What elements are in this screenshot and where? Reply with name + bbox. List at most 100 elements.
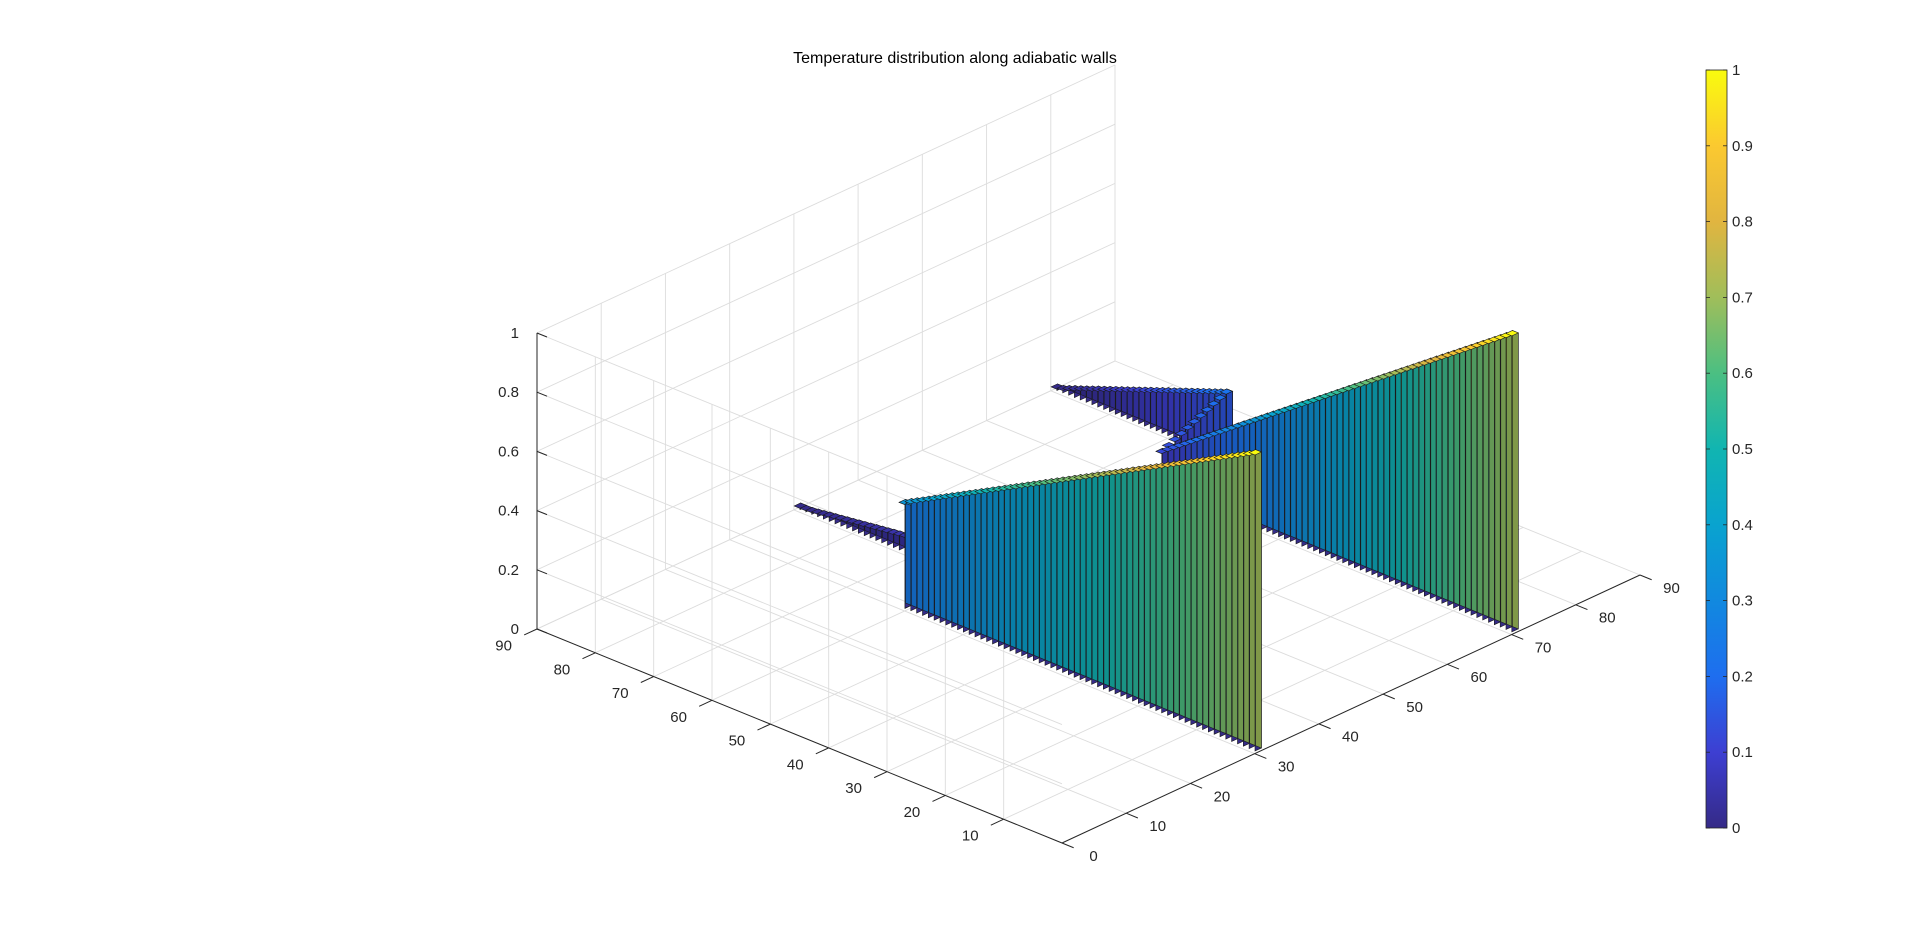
z-tick-label: 0.2 bbox=[498, 562, 519, 579]
bar bbox=[950, 491, 965, 631]
bar bbox=[1289, 402, 1304, 545]
y-tick bbox=[640, 676, 654, 683]
x-tick-label: 60 bbox=[1470, 669, 1487, 686]
y-tick-label: 50 bbox=[729, 733, 746, 750]
bar-walls bbox=[793, 330, 1520, 752]
bar-top-face bbox=[1213, 394, 1227, 401]
bar-side-face bbox=[1179, 459, 1186, 718]
bar bbox=[991, 485, 1006, 647]
bar bbox=[1149, 463, 1163, 712]
bar bbox=[1306, 396, 1321, 552]
y-tick-label: 80 bbox=[554, 661, 571, 678]
y-tick-label: 90 bbox=[495, 637, 512, 654]
bar-top-face bbox=[1187, 418, 1202, 425]
bar-side-face bbox=[1021, 482, 1029, 654]
x-tick bbox=[1447, 663, 1460, 670]
bar-side-face bbox=[1004, 484, 1011, 647]
bar bbox=[1143, 464, 1158, 709]
colorbar-tick-label: 0 bbox=[1732, 820, 1740, 837]
bar-side-face bbox=[1109, 469, 1116, 690]
z-tick-label: 0.6 bbox=[498, 443, 519, 460]
x-tick-label: 30 bbox=[1278, 759, 1295, 776]
z-tick bbox=[536, 510, 548, 516]
bar-side-face bbox=[916, 497, 924, 611]
bar-side-face bbox=[1126, 467, 1134, 697]
bar bbox=[980, 487, 994, 643]
y-tick bbox=[582, 652, 596, 660]
bar bbox=[1085, 472, 1099, 685]
bar bbox=[1067, 474, 1082, 678]
bar-side-face bbox=[1161, 462, 1169, 711]
bar bbox=[1061, 475, 1076, 676]
bar bbox=[1388, 369, 1403, 585]
bar bbox=[1143, 386, 1158, 429]
z-tick-label: 1 bbox=[511, 325, 519, 342]
bar-side-face bbox=[969, 489, 976, 632]
y-tick-label: 10 bbox=[962, 828, 979, 845]
colorbar-tick-label: 0.3 bbox=[1732, 593, 1753, 610]
bar-side-face bbox=[1144, 464, 1151, 704]
bar bbox=[1020, 481, 1035, 659]
bar bbox=[1172, 459, 1187, 721]
bar bbox=[1032, 479, 1047, 664]
y-tick bbox=[698, 699, 713, 707]
colorbar-ticks: 0 0.1 0.2 0.3 0.4 0.5 0.6 0.7 0.8 0.9 1 bbox=[1706, 62, 1753, 837]
bar-side-face bbox=[1074, 474, 1081, 675]
chart-title: Temperature distribution along adiabatic… bbox=[793, 50, 1117, 67]
bar-side-face bbox=[1039, 479, 1046, 661]
colorbar-tick-label: 0.7 bbox=[1732, 289, 1753, 306]
colorbar-tick-label: 1 bbox=[1732, 62, 1740, 79]
y-tick bbox=[873, 771, 888, 779]
x-tick bbox=[1318, 723, 1331, 730]
bar bbox=[1324, 390, 1339, 559]
bar bbox=[939, 493, 953, 626]
bar-side-face bbox=[986, 487, 994, 640]
bar bbox=[921, 495, 936, 619]
bar bbox=[927, 494, 942, 621]
bar bbox=[1125, 466, 1140, 702]
bar bbox=[1219, 453, 1233, 740]
x-tick bbox=[1126, 812, 1139, 819]
bar-side-face bbox=[1196, 457, 1204, 725]
colorbar: 0 0.1 0.2 0.3 0.4 0.5 0.6 0.7 0.8 0.9 1 bbox=[1705, 62, 1753, 837]
bar-side-face bbox=[951, 492, 959, 625]
z-tick bbox=[536, 450, 548, 456]
z-tick bbox=[536, 332, 548, 338]
x-tick-label: 0 bbox=[1089, 848, 1097, 865]
colorbar-tick-label: 0.2 bbox=[1732, 668, 1753, 685]
bar bbox=[1155, 462, 1169, 714]
z-tick bbox=[536, 391, 548, 397]
y-tick-label: 30 bbox=[845, 780, 862, 797]
bar bbox=[1044, 478, 1058, 669]
x-tick bbox=[1575, 604, 1588, 610]
bar bbox=[1195, 456, 1210, 731]
y-tick-label: 70 bbox=[612, 685, 629, 702]
bar-side-face bbox=[1255, 449, 1262, 749]
bar bbox=[1131, 465, 1146, 704]
y-axis-line bbox=[536, 628, 1063, 844]
bar-side-face bbox=[1231, 452, 1239, 739]
bar bbox=[1108, 385, 1123, 415]
bar bbox=[1336, 387, 1350, 564]
y-tick bbox=[757, 723, 771, 731]
bar-side-face bbox=[1214, 454, 1221, 732]
bar bbox=[1015, 482, 1029, 657]
x-tick-label: 80 bbox=[1599, 610, 1616, 627]
x-axis-line bbox=[1061, 574, 1641, 844]
bar bbox=[1376, 373, 1391, 581]
bar bbox=[1149, 386, 1164, 432]
bar bbox=[1102, 469, 1117, 692]
x-tick bbox=[1061, 842, 1074, 849]
bar bbox=[1400, 365, 1415, 590]
x-tick-label: 90 bbox=[1663, 580, 1680, 597]
bar bbox=[1190, 457, 1204, 728]
axes: 102030405060708090010203040506070809000.… bbox=[495, 325, 1680, 865]
bar bbox=[1429, 355, 1444, 602]
bar bbox=[1301, 398, 1315, 550]
bar bbox=[1505, 330, 1520, 633]
bar-top-face bbox=[1200, 406, 1214, 413]
colorbar-tick-label: 0.9 bbox=[1732, 138, 1753, 155]
bar-side-face bbox=[1091, 472, 1099, 682]
bar bbox=[956, 490, 971, 633]
